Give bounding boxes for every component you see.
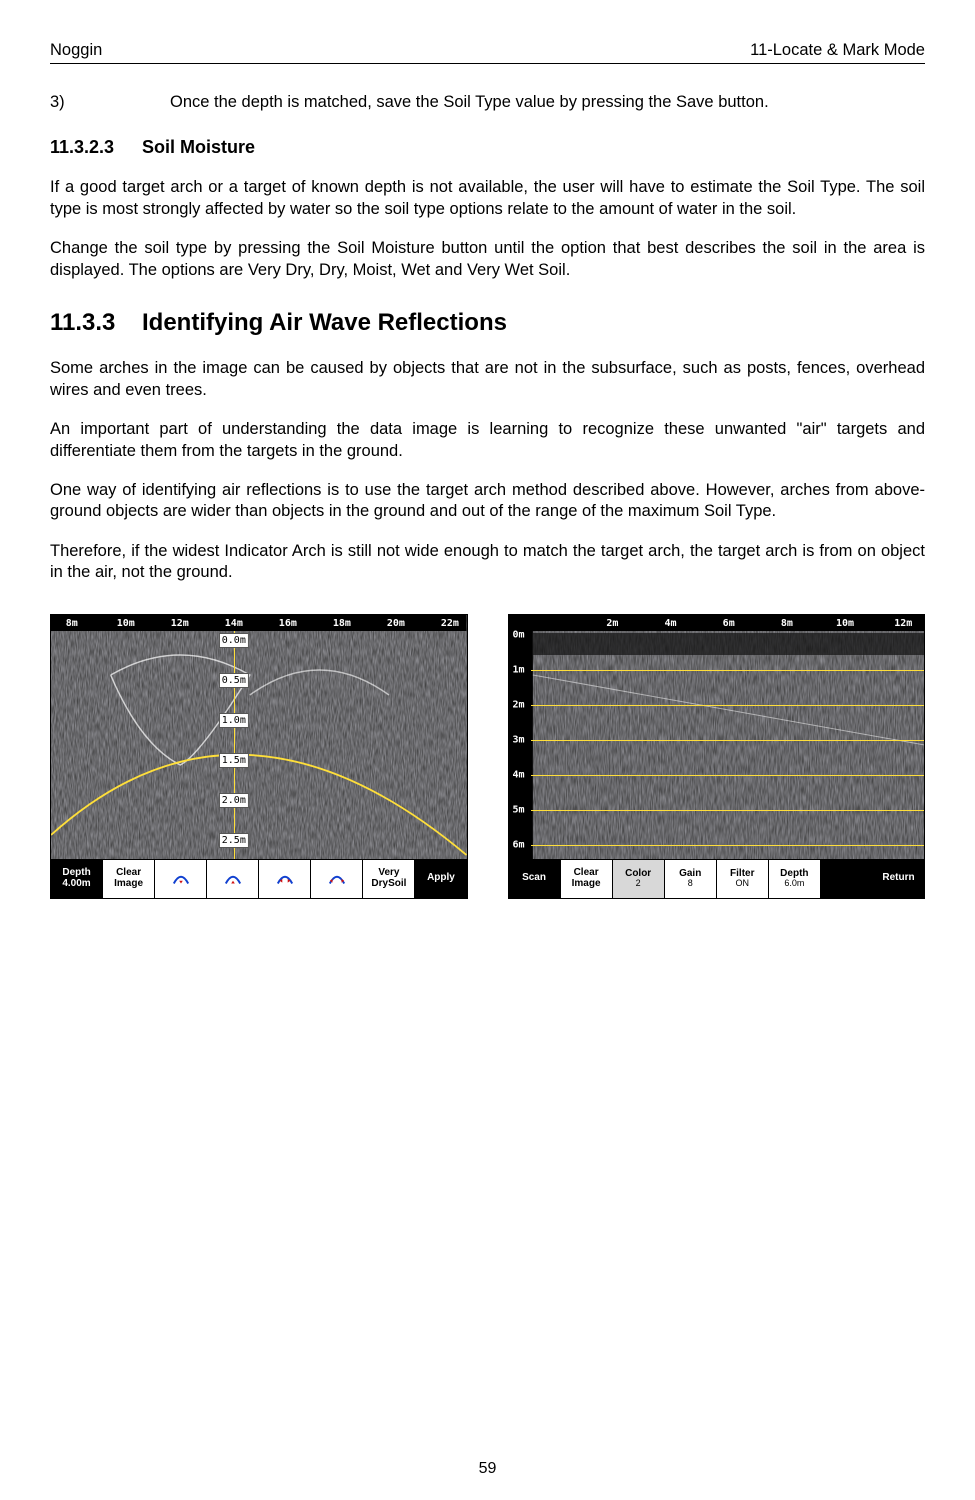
depth-button[interactable]: Depth 6.0m bbox=[769, 860, 821, 898]
depth-label: 1.0m bbox=[219, 713, 249, 728]
button-row-2: Scan Clear Image Color 2 Gain 8 Filter O… bbox=[508, 860, 926, 899]
y-tick: 6m bbox=[513, 838, 525, 851]
x-tick: 14m bbox=[225, 617, 243, 630]
x-tick: 2m bbox=[606, 617, 618, 630]
arch-up-button[interactable] bbox=[155, 860, 207, 898]
paragraph: Change the soil type by pressing the Soi… bbox=[50, 238, 925, 281]
filter-button[interactable]: Filter ON bbox=[717, 860, 769, 898]
paragraph: An important part of understanding the d… bbox=[50, 419, 925, 462]
arch-widen-button[interactable] bbox=[311, 860, 363, 898]
scan-button[interactable]: Scan bbox=[509, 860, 561, 898]
depth-label: 0.5m bbox=[219, 673, 249, 688]
heading-soil-moisture: 11.3.2.3Soil Moisture bbox=[50, 136, 925, 159]
button-row-1: Depth 4.00m Clear Image Very DrySoil bbox=[50, 860, 468, 899]
arch-up-icon bbox=[172, 873, 190, 885]
figure-left: 8m 10m 12m 14m 16m 18m 20m 22m 0.0m 0.5m… bbox=[50, 614, 468, 899]
x-tick: 20m bbox=[387, 617, 405, 630]
arch-down-icon bbox=[224, 873, 242, 885]
radar-display-1: 8m 10m 12m 14m 16m 18m 20m 22m 0.0m 0.5m… bbox=[50, 614, 468, 860]
item-number: 3) bbox=[50, 92, 170, 113]
clear-image-button[interactable]: Clear Image bbox=[103, 860, 155, 898]
paragraph: One way of identifying air reflections i… bbox=[50, 480, 925, 523]
depth-hline bbox=[531, 845, 925, 846]
section-title: Soil Moisture bbox=[142, 137, 255, 157]
item-text: Once the depth is matched, save the Soil… bbox=[170, 92, 925, 113]
x-tick: 22m bbox=[441, 617, 459, 630]
arch-down-button[interactable] bbox=[207, 860, 259, 898]
clear-image-button[interactable]: Clear Image bbox=[561, 860, 613, 898]
x-tick: 16m bbox=[279, 617, 297, 630]
header-left: Noggin bbox=[50, 40, 102, 61]
figure-row: 8m 10m 12m 14m 16m 18m 20m 22m 0.0m 0.5m… bbox=[50, 614, 925, 899]
depth-hline bbox=[531, 740, 925, 741]
page-header: Noggin 11-Locate & Mark Mode bbox=[50, 40, 925, 64]
x-tick: 18m bbox=[333, 617, 351, 630]
header-right: 11-Locate & Mark Mode bbox=[750, 40, 925, 61]
depth-value: 4.00m bbox=[62, 879, 90, 890]
y-tick: 1m bbox=[513, 663, 525, 676]
depth-hline bbox=[531, 775, 925, 776]
paragraph: Some arches in the image can be caused b… bbox=[50, 358, 925, 401]
y-tick: 3m bbox=[513, 733, 525, 746]
x-tick: 8m bbox=[781, 617, 793, 630]
x-tick: 6m bbox=[723, 617, 735, 630]
depth-label: 2.0m bbox=[219, 793, 249, 808]
paragraph: If a good target arch or a target of kno… bbox=[50, 177, 925, 220]
x-tick: 12m bbox=[894, 617, 912, 630]
arch-widen-icon bbox=[328, 873, 346, 885]
depth-hline bbox=[531, 670, 925, 671]
depth-label: 1.5m bbox=[219, 753, 249, 768]
figure-right: 2m 4m 6m 8m 10m 12m 0m 1m 2m 3m 4m 5m 6m… bbox=[508, 614, 926, 899]
x-tick: 12m bbox=[171, 617, 189, 630]
depth-hline bbox=[531, 810, 925, 811]
arch-narrow-icon bbox=[276, 873, 294, 885]
color-button[interactable]: Color 2 bbox=[613, 860, 665, 898]
arch-narrow-button[interactable] bbox=[259, 860, 311, 898]
soil-button[interactable]: Very DrySoil bbox=[363, 860, 415, 898]
depth-button[interactable]: Depth 4.00m bbox=[51, 860, 103, 898]
x-tick: 10m bbox=[836, 617, 854, 630]
apply-button[interactable]: Apply bbox=[415, 860, 466, 898]
y-tick: 4m bbox=[513, 768, 525, 781]
section-number: 11.3.3 bbox=[50, 307, 142, 338]
indicator-vline bbox=[234, 631, 235, 859]
y-tick: 2m bbox=[513, 698, 525, 711]
y-tick: 5m bbox=[513, 803, 525, 816]
heading-air-wave: 11.3.3Identifying Air Wave Reflections bbox=[50, 307, 925, 338]
return-button[interactable]: Return bbox=[873, 860, 924, 898]
blank-button bbox=[821, 860, 873, 898]
radar-display-2: 2m 4m 6m 8m 10m 12m 0m 1m 2m 3m 4m 5m 6m bbox=[508, 614, 926, 860]
gain-button[interactable]: Gain 8 bbox=[665, 860, 717, 898]
page-number: 59 bbox=[0, 1459, 975, 1480]
x-tick: 10m bbox=[117, 617, 135, 630]
x-tick: 4m bbox=[665, 617, 677, 630]
x-tick: 8m bbox=[66, 617, 78, 630]
depth-label: 0.0m bbox=[219, 633, 249, 648]
y-tick: 0m bbox=[513, 628, 525, 641]
depth-label: 2.5m bbox=[219, 833, 249, 848]
section-number: 11.3.2.3 bbox=[50, 136, 142, 159]
depth-hline bbox=[531, 705, 925, 706]
paragraph: Therefore, if the widest Indicator Arch … bbox=[50, 541, 925, 584]
numbered-item: 3) Once the depth is matched, save the S… bbox=[50, 92, 925, 113]
section-title: Identifying Air Wave Reflections bbox=[142, 309, 507, 336]
